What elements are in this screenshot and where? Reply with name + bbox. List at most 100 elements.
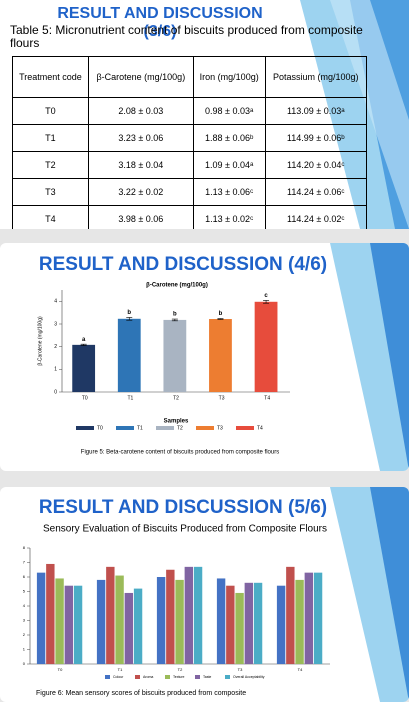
- slide-subtitle: Sensory Evaluation of Biscuits Produced …: [43, 524, 327, 535]
- annotation: b: [127, 310, 131, 316]
- legend-label: T3: [217, 425, 223, 431]
- legend-label: Taste: [203, 675, 211, 679]
- x-tick-label: T1: [127, 395, 133, 401]
- bar: [253, 582, 263, 664]
- bar: [235, 592, 244, 664]
- y-tick-label: 5: [23, 589, 26, 594]
- legend-label: T2: [177, 425, 183, 431]
- bar: [106, 566, 115, 664]
- table-cell: T3: [12, 178, 89, 206]
- chart-title: β-Carotene (mg/100g): [146, 283, 208, 289]
- legend-swatch: [196, 426, 214, 430]
- bar: [226, 585, 235, 664]
- error-bar: [80, 343, 87, 346]
- chart: RESULT AND DISCUSSION (5/6) Sensory Eval…: [23, 487, 409, 702]
- bar: [304, 572, 314, 664]
- bar: [193, 566, 203, 664]
- bar: [295, 579, 304, 664]
- legend-label: T4: [257, 425, 263, 431]
- bar: [72, 344, 96, 392]
- table-row: T4 3.98 ± 0.06 1.13 ± 0.02ᶜ 114.24 ± 0.02ᶜ: [12, 205, 368, 229]
- legend-swatch: [116, 426, 134, 430]
- error-bar: [217, 318, 224, 320]
- y-tick-label: 3: [54, 321, 57, 327]
- error-bar: [263, 300, 270, 304]
- table-cell: 114.24 ± 0.06ᶜ: [264, 178, 368, 206]
- slide-title: RESULT AND DISCUSSION (4/6): [39, 254, 327, 275]
- table-row: T3 3.22 ± 0.02 1.13 ± 0.06ᶜ 114.24 ± 0.06ᶜ: [12, 178, 368, 206]
- bar: [96, 579, 106, 664]
- table-cell: 114.24 ± 0.02ᶜ: [264, 205, 368, 229]
- bar: [313, 572, 323, 664]
- table-cell: T1: [12, 124, 89, 152]
- legend-label: T0: [97, 425, 103, 431]
- slide: RESULT AND DISCUSSION (4/6) β-Carotene (…: [0, 243, 409, 471]
- table-cell: 3.22 ± 0.02: [87, 178, 194, 206]
- table-cell: 2.08 ± 0.03: [87, 97, 194, 125]
- bar: [286, 566, 295, 664]
- y-tick-label: 3: [23, 618, 26, 623]
- y-tick-label: 2: [54, 344, 57, 350]
- bar: [124, 592, 134, 664]
- legend-swatch: [236, 426, 254, 430]
- slide-title: RESULT AND DISCUSSION (3/6): [57, 5, 263, 40]
- table: Treatment code β-Carotene (mg/100g) Iron (…: [12, 56, 368, 229]
- x-tick-label: T2: [173, 395, 179, 401]
- bar: [244, 582, 254, 664]
- legend-swatch: [195, 675, 200, 679]
- table-row: T0 2.08 ± 0.03 0.98 ± 0.03ᵃ 113.09 ± 0.03ᵃ: [12, 97, 368, 125]
- bar: [156, 577, 166, 664]
- table-cell: 3.98 ± 0.06: [87, 205, 194, 229]
- table-row: T1 3.23 ± 0.06 1.88 ± 0.06ᵇ 114.99 ± 0.06ᵇ: [12, 124, 368, 152]
- table-cell: T2: [12, 151, 89, 179]
- chart: RESULT AND DISCUSSION (4/6) β-Carotene (…: [37, 243, 409, 471]
- table-cell: 1.88 ± 0.06ᵇ: [192, 124, 266, 152]
- legend-swatch: [135, 675, 140, 679]
- table-cell: 114.99 ± 0.06ᵇ: [264, 124, 368, 152]
- table-cell: 113.09 ± 0.03ᵃ: [264, 97, 368, 125]
- legend-label: Colour: [113, 675, 124, 679]
- y-tick-label: 1: [23, 647, 26, 652]
- x-tick-label: T0: [82, 395, 88, 401]
- header-cell: β-Carotene (mg/100g): [87, 56, 194, 98]
- table-cell: 0.98 ± 0.03ᵃ: [192, 97, 266, 125]
- bar: [55, 578, 64, 664]
- bar: [216, 578, 226, 664]
- y-tick-label: 4: [23, 603, 26, 608]
- y-axis-label: β-Carotene (mg/100g): [37, 316, 43, 366]
- bar: [117, 318, 141, 392]
- legend-swatch: [165, 675, 170, 679]
- bar: [115, 575, 124, 664]
- bar: [209, 319, 232, 392]
- y-tick-label: 0: [54, 389, 57, 395]
- table-cell: 114.20 ± 0.04ᶜ: [264, 151, 368, 179]
- bar: [64, 585, 74, 664]
- table-cell: T0: [12, 97, 89, 125]
- table-row: T2 3.18 ± 0.04 1.09 ± 0.04ᵃ 114.20 ± 0.04ᶜ: [12, 151, 368, 179]
- header-cell: Potassium (mg/100g): [264, 56, 368, 98]
- slide: RESULT AND DISCUSSION (5/6) Sensory Eval…: [0, 487, 409, 702]
- bar: [184, 566, 194, 664]
- table-cell: 1.09 ± 0.04ᵃ: [192, 151, 266, 179]
- error-bar: [171, 318, 178, 322]
- y-tick-label: 6: [23, 574, 26, 579]
- x-tick-label: T4: [298, 667, 303, 672]
- figure-caption: Figure 5: Beta-carotene content of biscu…: [81, 450, 279, 456]
- bar: [133, 588, 143, 664]
- legend-label: Aroma: [143, 675, 153, 679]
- bar: [166, 569, 175, 664]
- bar: [163, 319, 187, 392]
- bar: [46, 563, 55, 664]
- annotation: b: [219, 311, 223, 317]
- header-cell: Iron (mg/100g): [192, 56, 266, 98]
- x-axis-label: Samples: [164, 419, 189, 425]
- error-bar: [126, 317, 133, 321]
- legend-label: Overall Acceptability: [233, 675, 265, 679]
- legend-label: T1: [137, 425, 143, 431]
- y-tick-label: 0: [23, 661, 26, 666]
- table-cell: 1.13 ± 0.02ᶜ: [192, 205, 266, 229]
- x-tick-label: T4: [264, 395, 270, 401]
- y-tick-label: 2: [23, 632, 26, 637]
- bar: [276, 585, 286, 664]
